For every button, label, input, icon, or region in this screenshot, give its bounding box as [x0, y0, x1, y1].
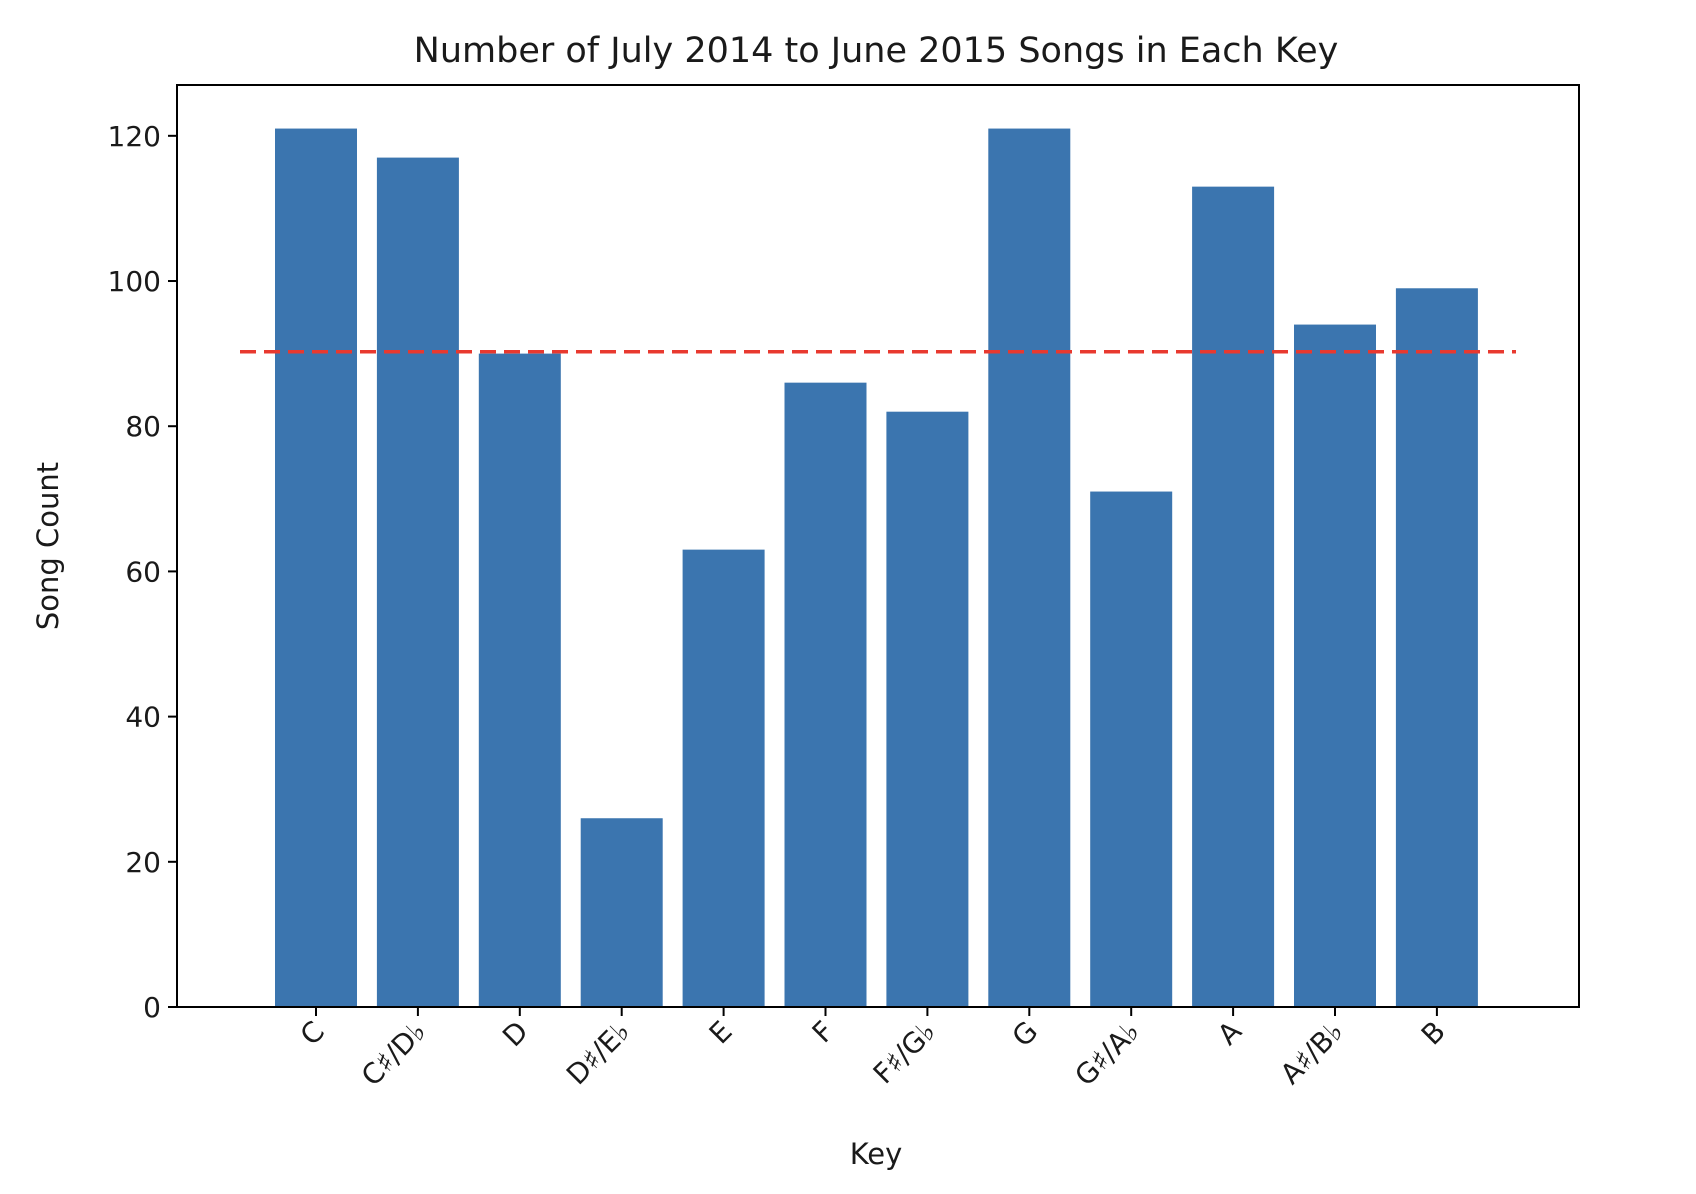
bar-10	[1294, 324, 1376, 1007]
bar-3	[580, 818, 663, 1007]
x-tick-label: D	[496, 1015, 535, 1054]
y-axis: 0 20 40 60 80 100 120	[108, 120, 177, 1024]
bar-1	[376, 157, 459, 1008]
y-tick-label: 40	[125, 701, 161, 734]
x-tick-label: G♯/A♭	[1068, 1015, 1146, 1093]
bar-0	[275, 128, 357, 1007]
x-tick-label: G	[1006, 1015, 1045, 1054]
y-tick-label: 20	[125, 846, 161, 879]
x-tick-label: E	[703, 1015, 739, 1051]
chart-title: Number of July 2014 to June 2015 Songs i…	[414, 31, 1339, 71]
x-tick-label: C	[294, 1015, 331, 1052]
bar-9	[1192, 186, 1275, 1007]
bar-2	[478, 353, 561, 1008]
bar-8	[1090, 491, 1173, 1008]
x-tick-label: B	[1415, 1015, 1452, 1052]
y-tick-label: 60	[125, 555, 161, 588]
bar-5	[784, 382, 867, 1007]
x-tick-label: A	[1211, 1015, 1248, 1052]
x-tick-label: C♯/D♭	[355, 1015, 433, 1093]
bars-group	[275, 128, 1478, 1008]
y-tick-label: 80	[125, 410, 161, 443]
bar-11	[1395, 288, 1478, 1007]
y-axis-label: Song Count	[31, 462, 65, 630]
bar-4	[682, 549, 765, 1007]
y-tick-label: 100	[108, 265, 161, 298]
x-tick-label: A♯/B♭	[1274, 1015, 1350, 1091]
plot-frame	[176, 84, 1580, 1008]
x-tick-label: D♯/E♭	[560, 1015, 637, 1092]
y-tick-label: 0	[143, 991, 161, 1024]
y-tick-label: 120	[108, 120, 161, 153]
x-axis: C C♯/D♭ D D♯/E♭ E F F♯/G♭ G G♯/A♭ A A♯/B♭ B	[294, 1007, 1452, 1093]
x-axis-label: Key	[850, 1137, 903, 1171]
bar-7	[988, 128, 1071, 1007]
x-tick-label: F	[806, 1015, 841, 1050]
x-tick-label: F♯/G♭	[867, 1015, 943, 1091]
bar-6	[886, 411, 969, 1008]
